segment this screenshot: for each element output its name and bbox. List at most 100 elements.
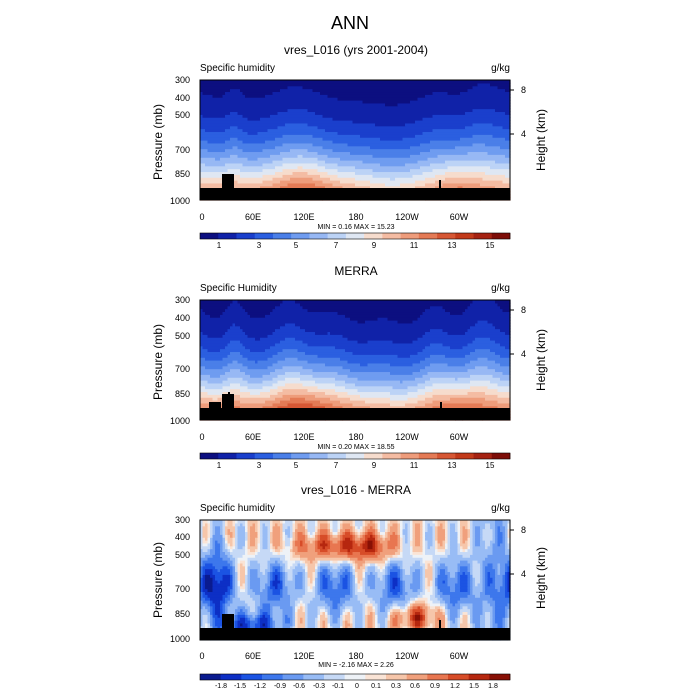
field-cell [470, 302, 499, 307]
field-cell [255, 554, 286, 558]
field-cell [372, 154, 411, 158]
panel-1: vres_L016 (yrs 2001-2004) Specific humid… [151, 43, 548, 250]
field-cell [282, 537, 286, 541]
field-cell [495, 520, 504, 524]
field-cell [445, 354, 466, 358]
field-cell [260, 608, 271, 613]
field-cell [455, 528, 459, 533]
field-cell [260, 117, 334, 121]
field-cell [412, 562, 421, 567]
field-cell [225, 551, 231, 555]
field-cell [340, 568, 346, 573]
field-cell [317, 531, 321, 535]
field-cell [350, 565, 354, 570]
field-cell [400, 568, 404, 573]
field-cell [270, 542, 274, 547]
field-cell [377, 608, 381, 613]
field-cell [330, 531, 334, 535]
field-cell [260, 600, 291, 604]
field-cell [380, 528, 386, 533]
field-cell [200, 328, 229, 333]
field-cell [402, 542, 411, 547]
field-cell [397, 582, 401, 587]
field-cell [230, 571, 234, 575]
field-cell [207, 522, 211, 527]
field-cell [482, 600, 489, 604]
field-cell [365, 568, 369, 573]
field-cell [307, 614, 319, 618]
field-cell [277, 391, 326, 395]
field-cell [495, 614, 506, 618]
field-cell [362, 522, 366, 527]
field-cell [245, 582, 249, 587]
panel-1-ytick-right-4: 4 [521, 129, 526, 139]
field-cell [507, 608, 511, 613]
field-cell [457, 625, 461, 630]
field-cell [307, 548, 316, 553]
field-cell [277, 360, 309, 364]
field-cell [365, 574, 369, 578]
field-cell [422, 117, 511, 121]
terrain-block [222, 614, 234, 628]
field-cell [305, 611, 309, 615]
field-cell [425, 577, 429, 581]
colorbar-cell [200, 674, 221, 680]
field-cell [245, 568, 249, 573]
field-cell [370, 405, 416, 410]
field-cell [380, 137, 404, 141]
field-cell [432, 565, 436, 570]
field-cell [212, 522, 224, 527]
field-cell [210, 531, 214, 535]
field-cell [430, 597, 439, 601]
field-cell [282, 300, 296, 304]
field-cell [415, 597, 419, 601]
field-cell [257, 617, 261, 621]
field-cell [277, 577, 281, 581]
field-cell [495, 617, 504, 621]
field-cell [327, 528, 331, 533]
field-cell [362, 605, 366, 610]
field-cell [425, 617, 429, 621]
field-cell [457, 568, 461, 573]
field-cell [285, 580, 296, 584]
field-cell [200, 600, 204, 604]
field-cell [497, 394, 511, 398]
field-cell [212, 617, 216, 621]
field-cell [235, 574, 239, 578]
field-cell [255, 605, 259, 610]
field-cell [225, 540, 229, 544]
field-cell [362, 571, 366, 575]
field-cell [285, 377, 301, 381]
field-cell [200, 537, 204, 541]
field-cell [505, 568, 509, 573]
field-cell [325, 362, 361, 367]
field-cell [422, 560, 426, 564]
field-cell [377, 625, 381, 630]
field-cell [420, 360, 471, 364]
field-cell [227, 520, 234, 524]
field-cell [422, 577, 426, 581]
field-cell [260, 620, 269, 624]
field-cell [237, 588, 241, 593]
field-cell [387, 611, 391, 615]
field-cell [305, 560, 311, 564]
field-cell [255, 548, 259, 553]
field-cell [390, 397, 409, 401]
field-cell [405, 162, 431, 167]
field-cell [250, 374, 264, 378]
field-cell [232, 531, 236, 535]
field-cell [372, 571, 379, 575]
field-cell [312, 574, 316, 578]
field-cell [287, 577, 294, 581]
field-cell [240, 382, 274, 387]
field-cell [317, 522, 321, 527]
field-cell [320, 528, 329, 533]
field-cell [220, 545, 224, 550]
field-cell [312, 142, 349, 147]
field-cell [302, 600, 311, 604]
field-cell [375, 582, 386, 587]
field-cell [417, 382, 434, 387]
field-cell [367, 622, 374, 627]
field-cell [365, 525, 371, 530]
field-cell [285, 568, 294, 573]
